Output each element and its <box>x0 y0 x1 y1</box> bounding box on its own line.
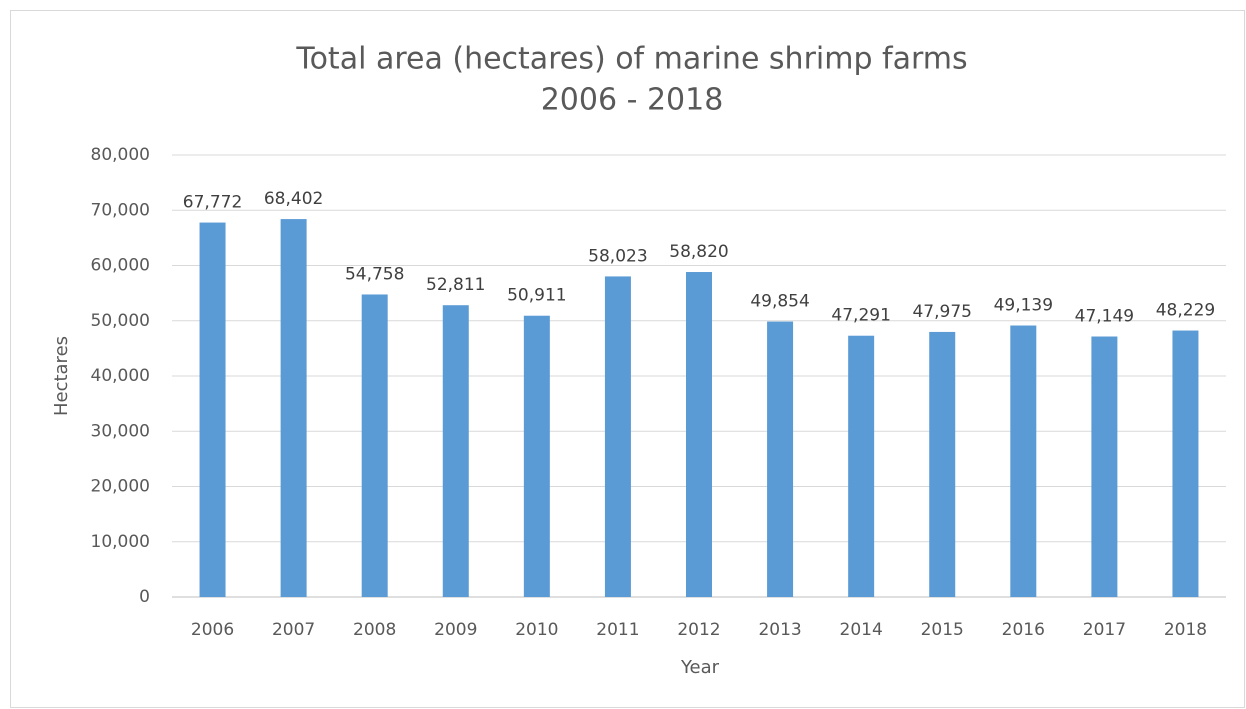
data-label: 67,772 <box>183 193 242 213</box>
bar <box>1172 330 1199 597</box>
data-label: 50,911 <box>507 286 566 306</box>
x-tick-label: 2006 <box>191 620 234 640</box>
x-tick-label: 2007 <box>272 620 315 640</box>
y-tick-label: 80,000 <box>91 145 150 165</box>
data-label: 58,820 <box>669 242 728 262</box>
bar <box>929 331 956 597</box>
y-tick-label: 60,000 <box>91 256 150 276</box>
x-tick-label: 2016 <box>1002 620 1045 640</box>
data-label: 47,291 <box>831 306 890 326</box>
x-tick-label: 2018 <box>1164 620 1207 640</box>
y-axis-title: Hectares <box>51 336 72 416</box>
data-label: 68,402 <box>264 189 323 209</box>
bar <box>604 276 631 597</box>
x-tick-label: 2013 <box>758 620 801 640</box>
x-tick-label: 2012 <box>677 620 720 640</box>
y-tick-label: 10,000 <box>91 532 150 552</box>
data-label: 58,023 <box>588 246 647 266</box>
x-tick-label: 2008 <box>353 620 396 640</box>
bar <box>767 321 794 597</box>
data-label: 54,758 <box>345 264 404 284</box>
data-label: 47,975 <box>912 302 971 322</box>
x-tick-label: 2011 <box>596 620 639 640</box>
data-label: 49,139 <box>994 296 1053 316</box>
bar <box>848 335 875 597</box>
bar <box>686 272 712 597</box>
bar <box>361 294 388 597</box>
x-tick-label: 2017 <box>1083 620 1126 640</box>
x-axis-title: Year <box>680 657 720 678</box>
bar <box>199 222 226 597</box>
y-tick-label: 50,000 <box>91 311 150 331</box>
chart-subtitle: 2006 - 2018 <box>541 83 724 118</box>
y-tick-label: 30,000 <box>91 421 150 441</box>
y-tick-label: 40,000 <box>91 366 150 386</box>
y-tick-label: 70,000 <box>91 200 150 220</box>
y-tick-label: 20,000 <box>91 477 150 497</box>
data-label: 52,811 <box>426 275 485 295</box>
x-tick-label: 2009 <box>434 620 477 640</box>
x-tick-label: 2015 <box>921 620 964 640</box>
bar <box>523 315 550 597</box>
data-label: 49,854 <box>750 292 809 312</box>
x-tick-label: 2010 <box>515 620 558 640</box>
data-label: 47,149 <box>1075 307 1134 327</box>
bar <box>442 305 469 597</box>
bar <box>280 219 307 597</box>
bar <box>1010 325 1037 597</box>
data-label: 48,229 <box>1156 301 1215 321</box>
x-tick-label: 2014 <box>840 620 883 640</box>
chart-title: Total area (hectares) of marine shrimp f… <box>295 42 967 77</box>
bar <box>1091 336 1118 597</box>
y-tick-label: 0 <box>139 587 150 607</box>
